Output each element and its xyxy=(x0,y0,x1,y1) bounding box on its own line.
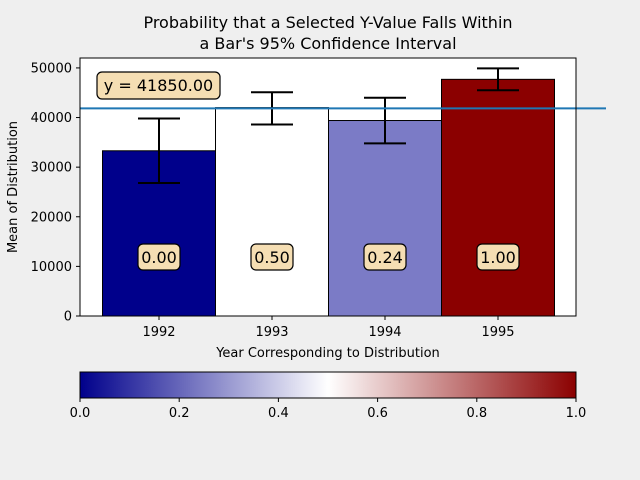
colorbar-tick-label: 1.0 xyxy=(566,406,587,421)
y-tick-label: 0 xyxy=(64,310,72,325)
bar-1995 xyxy=(441,78,555,317)
chart-title-line-1: Probability that a Selected Y-Value Fall… xyxy=(143,13,512,32)
probability-box-1993 xyxy=(250,243,294,271)
x-axis-ticks: 1992 1993 1994 1995 xyxy=(142,316,515,340)
y-tick-label: 50000 xyxy=(31,61,72,76)
error-bars xyxy=(138,67,519,185)
y-tick-label: 40000 xyxy=(31,111,72,126)
reference-line-label: y = 41850.00 xyxy=(96,71,221,100)
bars xyxy=(102,78,555,317)
chart-title-line-2: a Bar's 95% Confidence Interval xyxy=(199,34,456,53)
y-tick-label: 20000 xyxy=(31,210,72,225)
colorbar-ticks: 0.0 0.2 0.4 0.6 0.8 1.0 xyxy=(70,398,587,421)
probability-label-1994: 0.24 xyxy=(367,248,403,267)
probability-labels: 0.00 0.50 0.24 1.00 xyxy=(137,243,520,271)
probability-label-1993: 0.50 xyxy=(254,248,290,267)
colorbar-tick-label: 0.6 xyxy=(367,406,388,421)
y-tick-label: 10000 xyxy=(31,260,72,275)
probability-box-1992 xyxy=(137,243,181,271)
y-tick-label: 30000 xyxy=(31,161,72,176)
probability-box-1995 xyxy=(476,243,520,271)
x-tick-label: 1995 xyxy=(481,325,514,340)
probability-box-1994 xyxy=(363,243,407,271)
colorbar-tick-label: 0.4 xyxy=(268,406,289,421)
colorbar-tick-label: 0.2 xyxy=(169,406,190,421)
colorbar-tick-label: 0.0 xyxy=(70,406,91,421)
bar-1994 xyxy=(328,120,442,317)
x-tick-label: 1994 xyxy=(368,325,401,340)
y-axis-label: Mean of Distribution xyxy=(6,121,21,253)
plot-frame xyxy=(79,57,577,317)
x-tick-label: 1993 xyxy=(255,325,288,340)
probability-label-1992: 0.00 xyxy=(141,248,177,267)
reference-line-label-text: y = 41850.00 xyxy=(104,76,213,95)
y-axis-ticks: 0 10000 20000 30000 40000 50000 xyxy=(31,61,80,325)
colorbar xyxy=(79,371,577,399)
x-axis-label: Year Corresponding to Distribution xyxy=(215,346,440,361)
bar-1993 xyxy=(215,107,329,317)
colorbar-tick-label: 0.8 xyxy=(466,406,487,421)
x-tick-label: 1992 xyxy=(142,325,175,340)
probability-label-1995: 1.00 xyxy=(480,248,516,267)
